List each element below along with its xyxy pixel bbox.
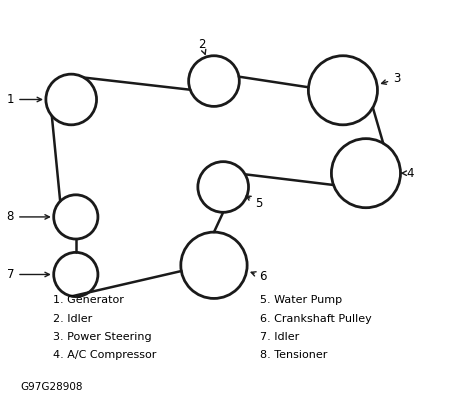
Text: 6. Crankshaft Pulley: 6. Crankshaft Pulley xyxy=(260,314,372,324)
Text: 1. Generator: 1. Generator xyxy=(53,295,124,305)
Text: 2. Idler: 2. Idler xyxy=(53,314,92,324)
Text: 1: 1 xyxy=(7,93,42,106)
Text: 4: 4 xyxy=(401,167,414,180)
Text: 3. Power Steering: 3. Power Steering xyxy=(53,332,151,342)
Text: 7. Idler: 7. Idler xyxy=(260,332,299,342)
Text: 5. Water Pump: 5. Water Pump xyxy=(260,295,342,305)
Text: 3: 3 xyxy=(382,72,401,85)
Text: 4. A/C Compressor: 4. A/C Compressor xyxy=(53,351,156,360)
Text: 6: 6 xyxy=(251,270,267,283)
Text: 8: 8 xyxy=(7,210,49,224)
Text: 2: 2 xyxy=(198,38,206,54)
Text: G97G28908: G97G28908 xyxy=(20,382,83,392)
Text: 5: 5 xyxy=(246,196,262,210)
Text: 7: 7 xyxy=(7,268,49,281)
Text: 8. Tensioner: 8. Tensioner xyxy=(260,351,328,360)
